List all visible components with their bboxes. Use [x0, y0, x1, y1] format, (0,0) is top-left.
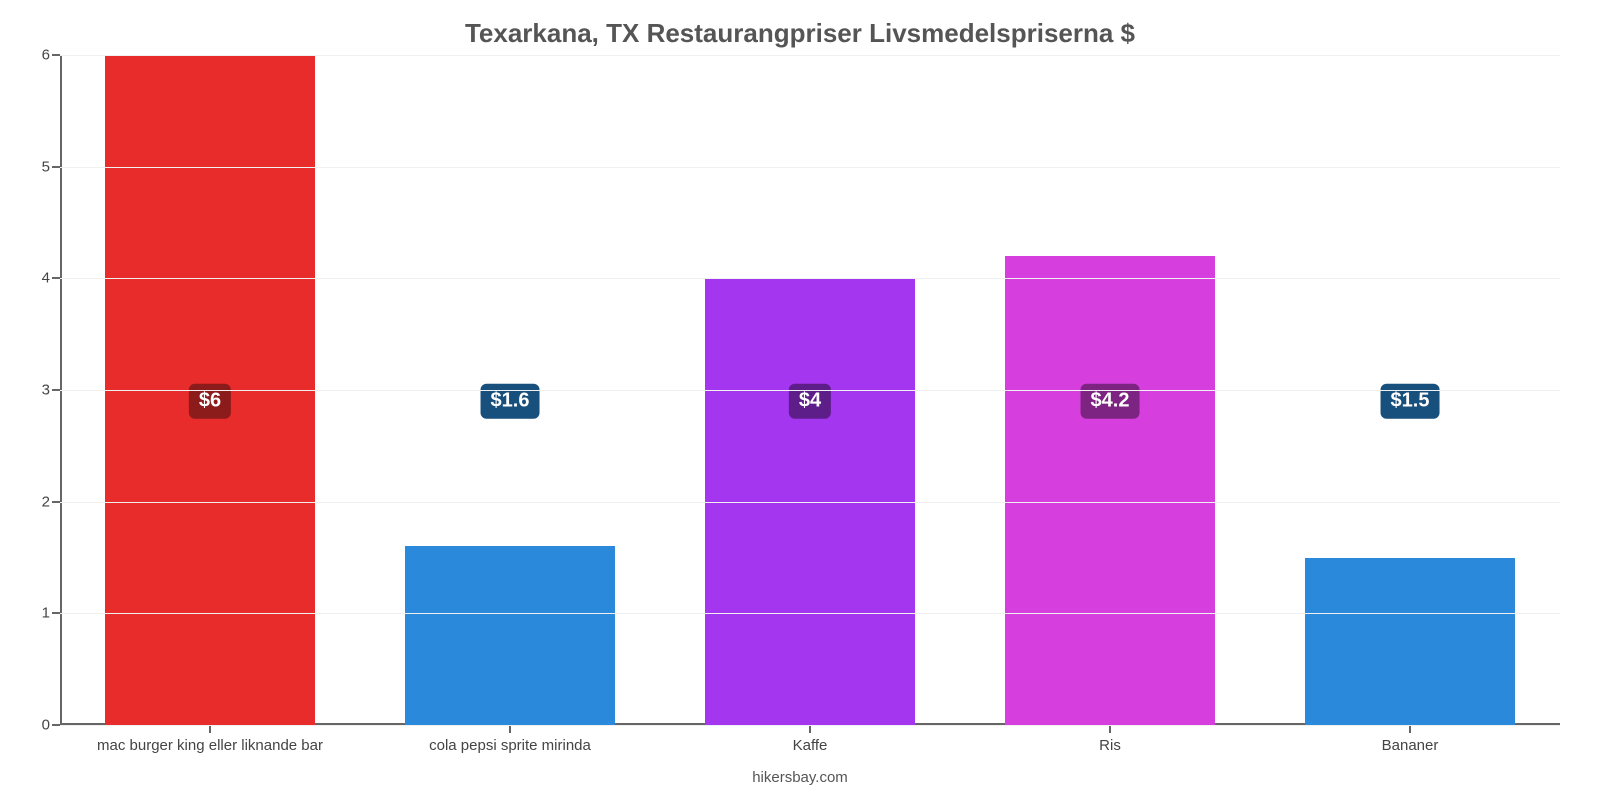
x-tick-mark: [1409, 725, 1411, 733]
y-tick-mark: [52, 389, 60, 391]
plot-area: $6mac burger king eller liknande bar$1.6…: [60, 55, 1560, 725]
price-bar-chart: Texarkana, TX Restaurangpriser Livsmedel…: [0, 0, 1600, 800]
x-tick-mark: [509, 725, 511, 733]
value-badge: $6: [189, 384, 231, 419]
y-tick-mark: [52, 501, 60, 503]
gridline: [60, 725, 1560, 726]
y-tick-mark: [52, 724, 60, 726]
bar: [405, 546, 615, 725]
gridline: [60, 55, 1560, 56]
chart-title: Texarkana, TX Restaurangpriser Livsmedel…: [0, 18, 1600, 49]
y-tick-mark: [52, 277, 60, 279]
x-tick-mark: [809, 725, 811, 733]
bar: [1305, 558, 1515, 726]
x-tick-mark: [209, 725, 211, 733]
value-badge: $1.5: [1381, 384, 1440, 419]
y-tick-mark: [52, 612, 60, 614]
gridline: [60, 390, 1560, 391]
gridline: [60, 278, 1560, 279]
gridline: [60, 167, 1560, 168]
value-badge: $1.6: [481, 384, 540, 419]
bar: [1005, 256, 1215, 725]
y-tick-mark: [52, 54, 60, 56]
y-tick-mark: [52, 166, 60, 168]
gridline: [60, 613, 1560, 614]
gridline: [60, 502, 1560, 503]
value-badge: $4.2: [1081, 384, 1140, 419]
x-tick-mark: [1109, 725, 1111, 733]
value-badge: $4: [789, 384, 831, 419]
source-label: hikersbay.com: [0, 769, 1600, 786]
